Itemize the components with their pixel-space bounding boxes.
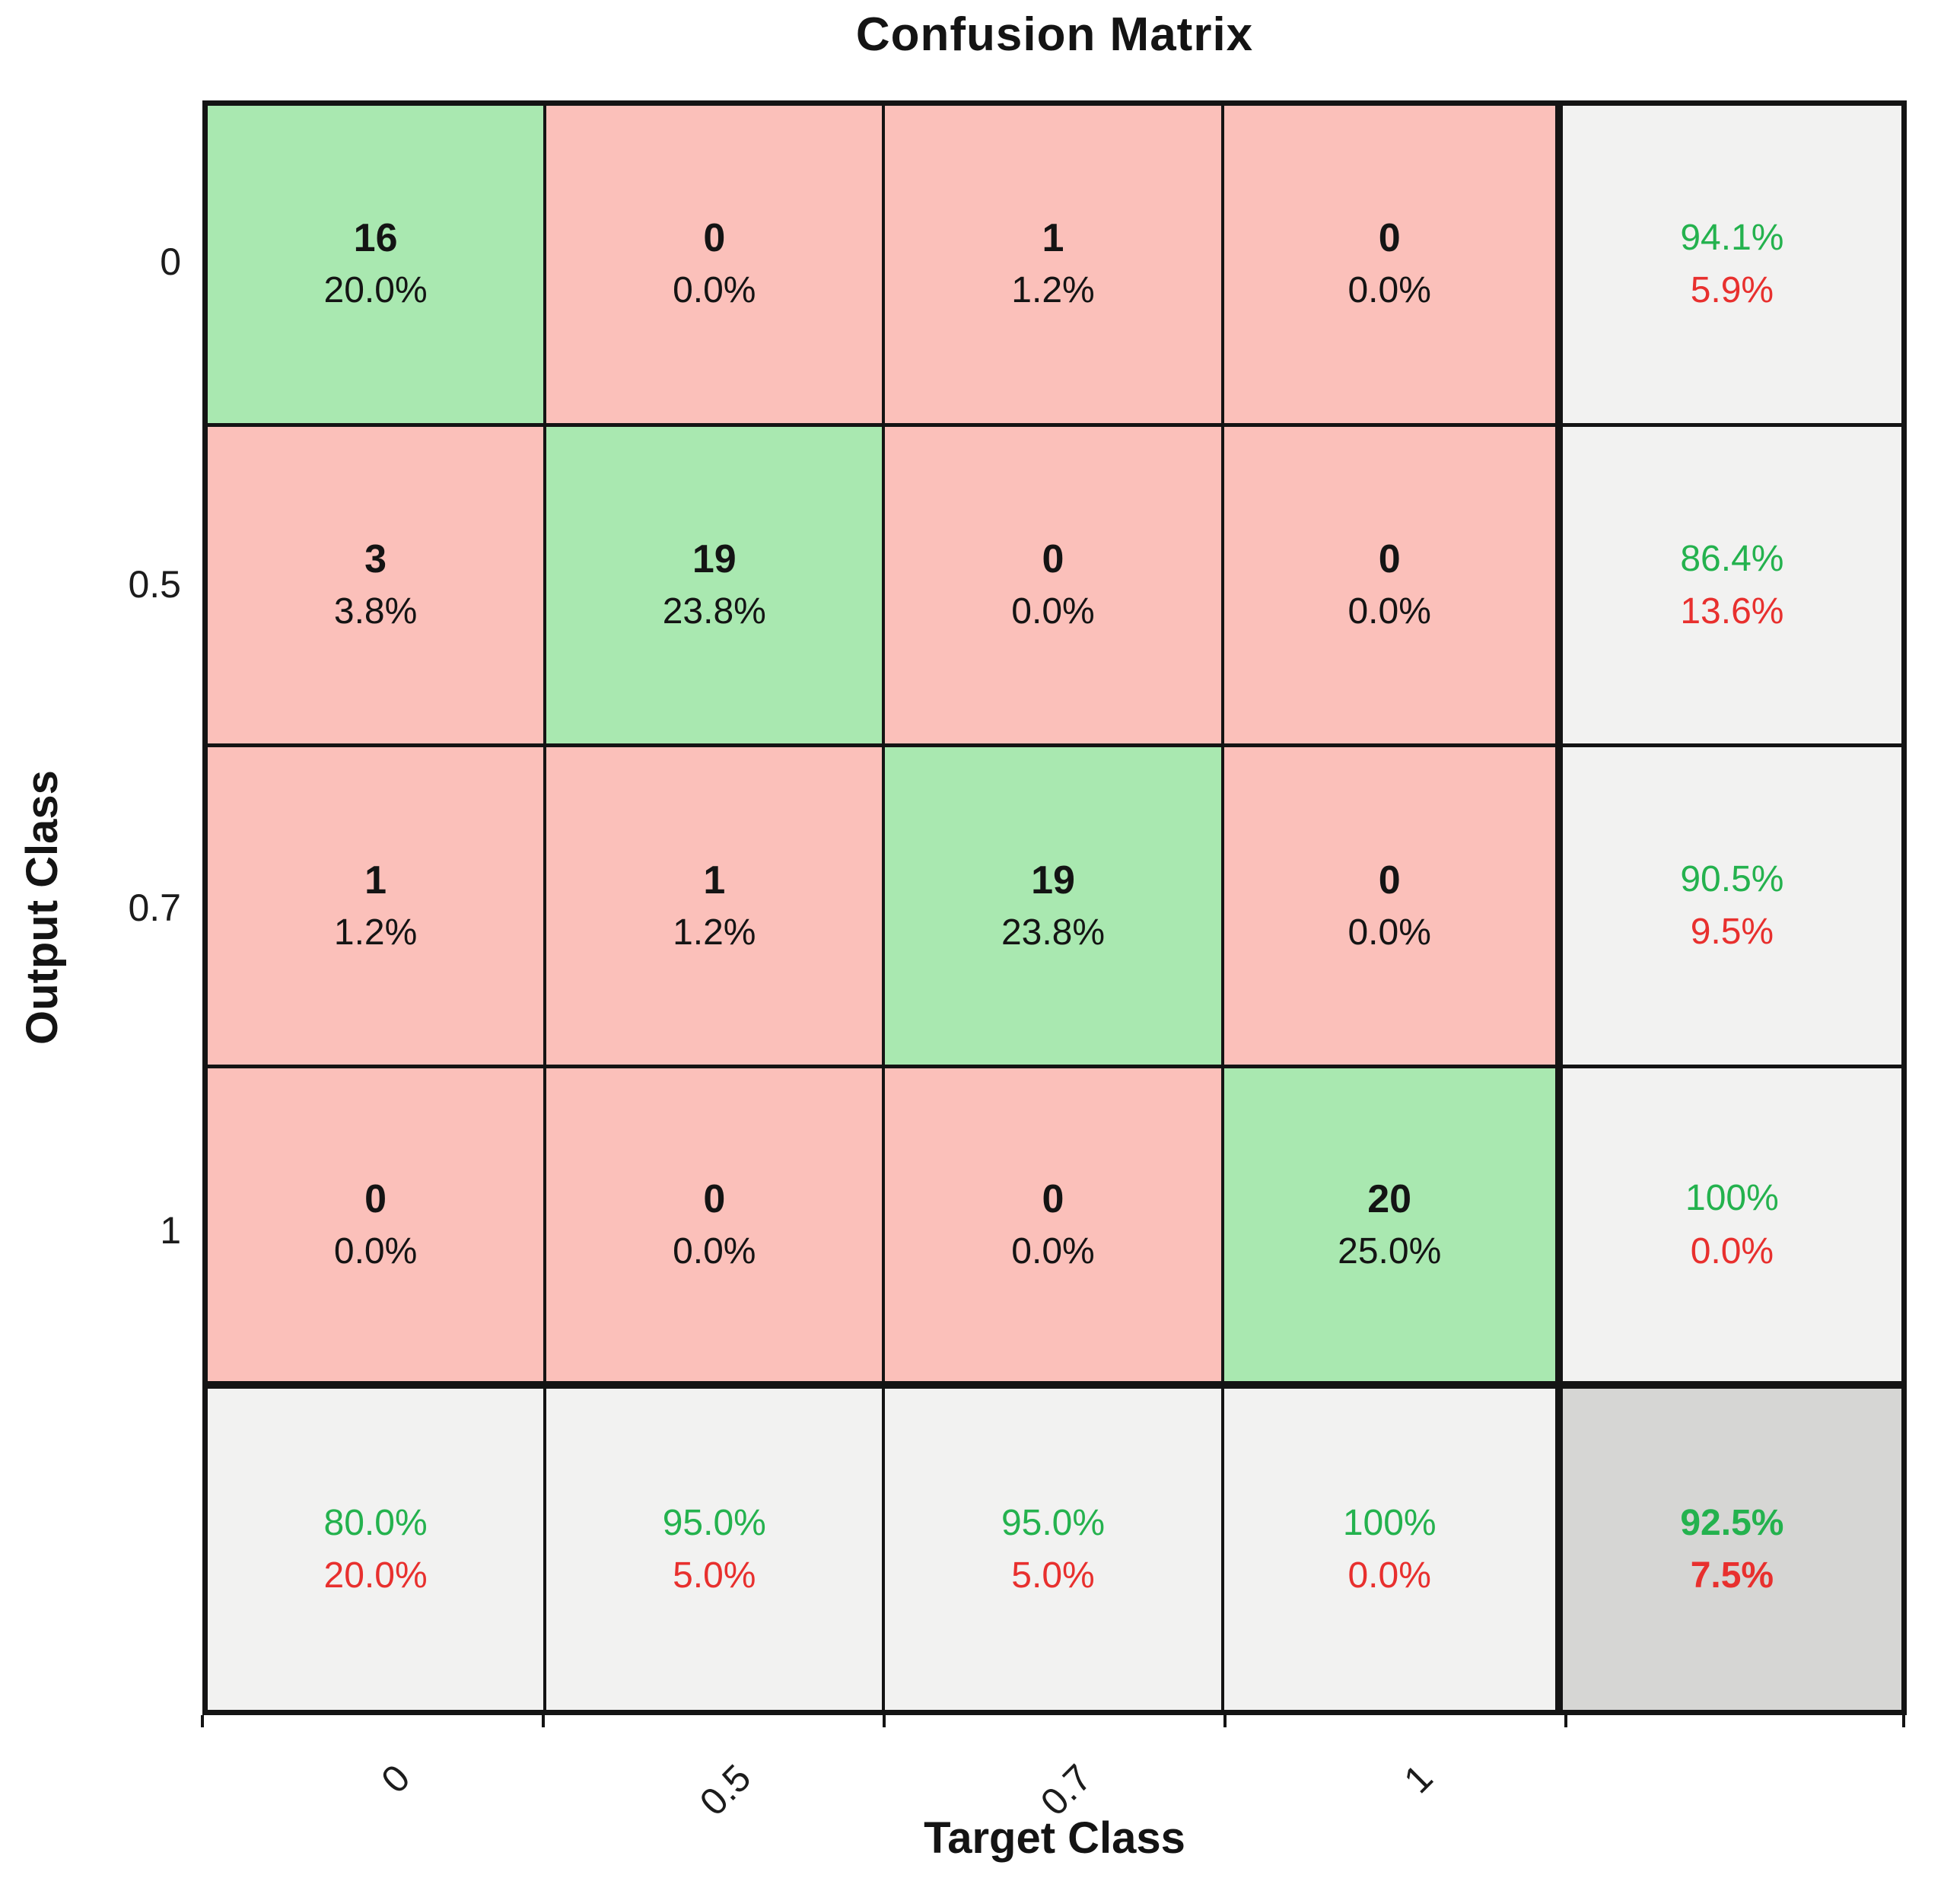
total-accuracy-cell: 92.5% 7.5% [1562, 1389, 1901, 1710]
matrix-cell: 3 3.8% [208, 426, 547, 748]
matrix-cell: 0 0.0% [546, 106, 886, 427]
summary-green-percent: 95.0% [662, 1503, 766, 1543]
cell-count: 0 [1042, 1176, 1064, 1221]
x-axis-tick [542, 1715, 545, 1727]
cell-percent: 1.2% [673, 912, 756, 953]
matrix-cell: 0 0.0% [1223, 106, 1563, 427]
col-summary-cell: 95.0% 5.0% [885, 1389, 1224, 1710]
cell-percent: 0.0% [1348, 591, 1431, 632]
cell-percent: 0.0% [333, 1230, 418, 1272]
y-tick-label: 0.5 [128, 563, 181, 606]
matrix-cell-diagonal: 20 25.0% [1223, 1068, 1563, 1389]
summary-green-percent: 100% [1685, 1178, 1779, 1219]
cell-percent: 0.0% [1348, 270, 1431, 311]
row-summary-cell: 86.4% 13.6% [1562, 426, 1901, 748]
overall-accuracy-percent: 92.5% [1680, 1503, 1784, 1543]
y-tick-label: 1 [160, 1209, 181, 1252]
cell-percent: 3.8% [333, 591, 418, 632]
x-axis-tick [1564, 1715, 1567, 1727]
matrix-cell-diagonal: 19 23.8% [885, 747, 1224, 1068]
cell-percent: 1.2% [1011, 270, 1095, 311]
cell-count: 1 [364, 858, 387, 902]
matrix-cell: 1 1.2% [885, 106, 1224, 427]
cell-percent: 1.2% [333, 912, 418, 953]
chart-title: Confusion Matrix [855, 8, 1254, 61]
summary-red-percent: 5.9% [1690, 270, 1774, 311]
cell-percent: 23.8% [662, 591, 766, 632]
x-axis-tick [1902, 1715, 1905, 1727]
matrix-cell: 0 0.0% [885, 1068, 1224, 1389]
x-axis-tick [1223, 1715, 1227, 1727]
cell-count: 0 [703, 216, 726, 261]
cell-percent: 20.0% [323, 270, 428, 311]
summary-red-percent: 9.5% [1690, 912, 1774, 953]
cell-count: 0 [364, 1176, 387, 1221]
cell-percent: 23.8% [1001, 912, 1106, 953]
cell-count: 1 [703, 858, 726, 902]
cell-count: 0 [1378, 216, 1401, 261]
confusion-matrix-grid: 16 20.0% 0 0.0% 1 1.2% 0 0.0% 94.1% 5.9%… [202, 100, 1907, 1715]
cell-count: 0 [1042, 536, 1064, 581]
cell-percent: 0.0% [1011, 591, 1095, 632]
cell-count: 19 [692, 536, 737, 581]
summary-green-percent: 86.4% [1680, 538, 1784, 579]
cell-count: 20 [1367, 1176, 1412, 1221]
summary-green-percent: 94.1% [1680, 218, 1784, 259]
summary-red-percent: 5.0% [1011, 1555, 1095, 1596]
summary-red-percent: 0.0% [1690, 1230, 1774, 1272]
cell-percent: 0.0% [1011, 1230, 1095, 1272]
matrix-cell: 0 0.0% [885, 426, 1224, 748]
cell-count: 16 [353, 216, 398, 261]
x-axis-tick [201, 1715, 204, 1727]
matrix-cell-diagonal: 16 20.0% [208, 106, 547, 427]
summary-green-percent: 80.0% [323, 1503, 428, 1543]
y-tick-label: 0 [160, 240, 181, 283]
cell-count: 19 [1031, 858, 1075, 902]
y-tick-label: 0.7 [128, 886, 181, 929]
summary-red-percent: 20.0% [323, 1555, 428, 1596]
x-axis-tick [883, 1715, 886, 1727]
col-summary-cell: 80.0% 20.0% [208, 1389, 547, 1710]
summary-red-percent: 0.0% [1348, 1555, 1431, 1596]
cell-count: 0 [703, 1176, 726, 1221]
row-summary-cell: 90.5% 9.5% [1562, 747, 1901, 1068]
cell-count: 0 [1378, 536, 1401, 581]
col-summary-cell: 100% 0.0% [1223, 1389, 1563, 1710]
matrix-cell: 0 0.0% [208, 1068, 547, 1389]
overall-error-percent: 7.5% [1690, 1555, 1774, 1596]
cell-percent: 0.0% [673, 1230, 756, 1272]
summary-red-percent: 13.6% [1680, 590, 1784, 632]
matrix-cell: 0 0.0% [1223, 426, 1563, 748]
summary-green-percent: 90.5% [1680, 859, 1784, 900]
summary-green-percent: 95.0% [1001, 1503, 1106, 1543]
matrix-cell: 0 0.0% [546, 1068, 886, 1389]
cell-percent: 25.0% [1338, 1230, 1442, 1272]
x-axis-label: Target Class [924, 1813, 1185, 1863]
cell-count: 1 [1042, 216, 1064, 261]
summary-red-percent: 5.0% [673, 1555, 756, 1596]
col-summary-cell: 95.0% 5.0% [546, 1389, 886, 1710]
matrix-cell: 1 1.2% [208, 747, 547, 1068]
cell-percent: 0.0% [673, 270, 756, 311]
row-summary-cell: 100% 0.0% [1562, 1068, 1901, 1389]
matrix-cell-diagonal: 19 23.8% [546, 426, 886, 748]
summary-green-percent: 100% [1342, 1503, 1437, 1543]
matrix-cell: 1 1.2% [546, 747, 886, 1068]
row-summary-cell: 94.1% 5.9% [1562, 106, 1901, 427]
cell-count: 0 [1378, 858, 1401, 902]
matrix-cell: 0 0.0% [1223, 747, 1563, 1068]
cell-count: 3 [364, 536, 387, 581]
cell-percent: 0.0% [1348, 912, 1431, 953]
